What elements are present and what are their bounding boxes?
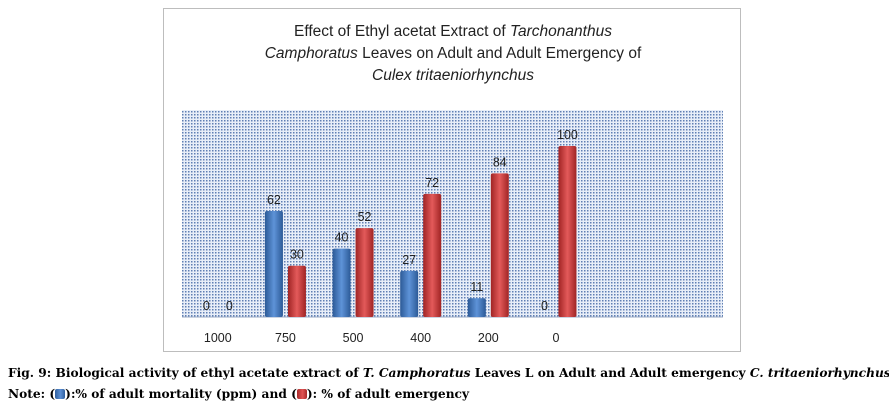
x-tick-label-400: 400 (410, 331, 431, 345)
data-label-emergency-200: 84 (493, 155, 507, 169)
value-labels-group: 0 0 62 30 40 52 27 72 11 84 0 100 (203, 128, 578, 313)
data-label-mortality-0: 0 (541, 299, 548, 313)
x-tick-label-1000: 1000 (204, 331, 232, 345)
title-part-italic: Tarchonanthus (510, 23, 612, 40)
chart-title-line-3: Culex tritaeniorhynchus (372, 67, 534, 84)
data-label-mortality-500: 40 (335, 231, 349, 245)
caption-species-2: C. tritaeniorhynchus (749, 366, 889, 380)
bar-mortality-200 (467, 298, 486, 317)
bar-mortality-750 (264, 210, 283, 317)
data-label-mortality-200: 11 (470, 280, 483, 294)
data-label-mortality-400: 27 (402, 253, 416, 267)
bar-emergency-0 (558, 146, 577, 317)
x-tick-label-0: 0 (552, 331, 559, 345)
chart-frame: Effect of Ethyl acetat Extract of Tarcho… (163, 8, 741, 352)
plot-area (182, 110, 723, 317)
title-part-italic: Camphoratus (265, 45, 358, 62)
bar-emergency-750 (287, 265, 306, 317)
caption-species-1: T. Camphoratus (362, 366, 471, 380)
x-tick-labels-group: 1000 750 500 400 200 0 (204, 331, 560, 345)
bar-emergency-400 (423, 193, 442, 317)
bar-mortality-400 (400, 270, 419, 317)
bar-chart: Effect of Ethyl acetat Extract of Tarcho… (182, 23, 723, 345)
note-prefix: Note: ( (8, 387, 56, 401)
x-tick-label-200: 200 (478, 331, 499, 345)
legend-swatch-mortality (55, 389, 66, 399)
data-label-emergency-750: 30 (290, 248, 304, 262)
title-part-italic: Culex tritaeniorhynchus (372, 67, 534, 84)
figure-note: Note: ( ):% of adult mortality (ppm) and … (8, 387, 888, 401)
data-label-emergency-0: 100 (557, 128, 578, 142)
title-part: Effect of Ethyl acetat Extract of (294, 23, 510, 40)
bar-mortality-500 (332, 248, 351, 317)
data-label-mortality-1000: 0 (203, 299, 210, 313)
x-tick-label-750: 750 (275, 331, 296, 345)
data-label-emergency-1000: 0 (226, 299, 233, 313)
legend-swatch-emergency (296, 389, 307, 399)
chart-title-line-1: Effect of Ethyl acetat Extract of Tarcho… (294, 23, 612, 40)
data-label-mortality-750: 62 (267, 193, 281, 207)
title-part: Leaves on Adult and Adult Emergency of (358, 45, 642, 62)
x-tick-label-500: 500 (343, 331, 364, 345)
caption-middle: Leaves L on Adult and Adult emergency (470, 366, 750, 380)
figure-caption: Fig. 9: Biological activity of ethyl ace… (8, 366, 889, 380)
chart-title-line-2: Camphoratus Leaves on Adult and Adult Em… (265, 45, 642, 62)
data-label-emergency-400: 72 (425, 176, 439, 190)
note-suffix: ): % of adult emergency (306, 387, 470, 401)
data-label-emergency-500: 52 (358, 210, 372, 224)
bars-group (264, 146, 577, 317)
bar-emergency-500 (355, 228, 374, 317)
caption-fig-label: Fig. 9: Biological activity of ethyl ace… (8, 366, 363, 380)
note-mid: ):% of adult mortality (ppm) and ( (65, 387, 297, 401)
bar-emergency-200 (490, 173, 509, 317)
